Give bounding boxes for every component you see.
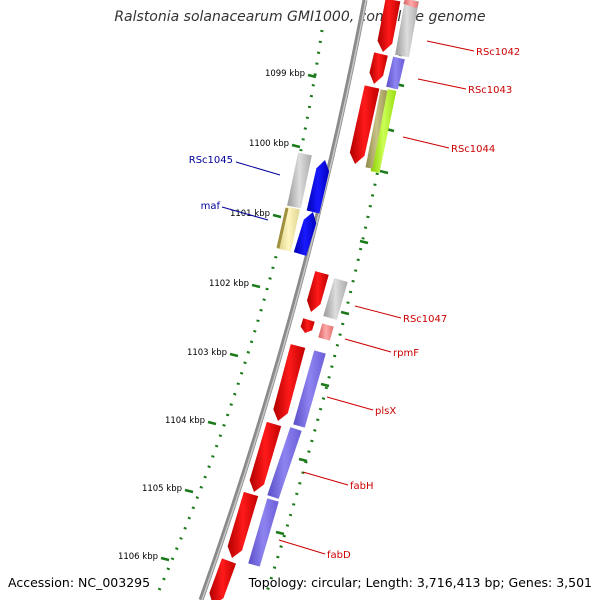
inner-tick-mark [275,530,285,536]
cog-box-rsc1045 [287,152,312,209]
tick-label-1099-kbp: 1099 kbp [265,69,305,79]
cog-box-maf [277,206,300,252]
gene-label-rsc1043[interactable]: RSc1043 [468,85,512,96]
tick-label-1100-kbp: 1100 kbp [249,139,289,149]
gene-fabh-arrow [249,421,282,492]
leader-line-plsx [326,396,374,411]
cog-box-plsx [293,350,326,428]
inner-dotted-arc [263,0,412,599]
tick-label-1102-kbp: 1102 kbp [209,279,249,289]
tick-label-1104-kbp: 1104 kbp [165,416,205,426]
gene-label-rsc1047[interactable]: RSc1047 [403,314,447,325]
tick-mark-1101-kbp [272,213,282,219]
inner-tick-mark [298,457,308,463]
gene-label-fabd[interactable]: fabD [327,550,351,561]
gene-features [209,0,419,600]
gene-label-rsc1042[interactable]: RSc1042 [476,47,520,58]
cog-box-rsc1042-top [403,0,419,9]
gene-rpmf-arrow [300,318,315,333]
genome-backbone-highlight [201,0,367,600]
tick-mark-1106-kbp [160,556,170,562]
cog-box-rsc1042 [395,0,419,58]
cog-box-maf-edge [276,207,289,249]
gene-label-maf[interactable]: maf [201,201,221,212]
tick-label-1105-kbp: 1105 kbp [142,484,182,494]
tick-label-1101-kbp: 1101 kbp [230,209,270,219]
leader-line-fabd [278,539,326,555]
tick-mark-1099-kbp [307,73,317,79]
tick-mark-1103-kbp [229,352,239,358]
label-leader-lines [221,40,475,555]
inner-tick-mark [359,239,369,245]
inner-tick-mark [379,169,389,175]
leader-line-rsc1044 [402,136,450,149]
gene-rsc1042-arrow [377,0,401,52]
cog-box-rpmf [318,323,334,341]
gene-rsc1043-arrow [369,52,388,84]
tick-mark-1105-kbp [184,488,194,494]
gene-rsc1047-arrow [306,271,329,312]
inner-tick-mark [320,382,330,388]
ruler-ticks: 1099 kbp 1100 kbp 1101 kbp 1102 kbp 1103 kbp… [118,24,414,562]
leader-line-rsc1043 [417,78,467,90]
genome-summary-text: Topology: circular; Length: 3,716,413 bp… [248,575,592,590]
dotted-reference-arcs [155,0,412,599]
gene-label-plsx[interactable]: plsX [375,406,396,417]
gene-label-rsc1045[interactable]: RSc1045 [189,155,233,166]
gene-label-fabh[interactable]: fabH [350,481,374,492]
cog-box-fabd [248,498,279,567]
inner-tick-mark [340,310,350,316]
gene-next-arrow [209,558,237,600]
gene-label-rsc1044[interactable]: RSc1044 [451,144,495,155]
leader-line-rpmf [344,338,392,353]
leader-line-maf [221,206,269,221]
gene-rsc1044-arrow [349,85,380,164]
cog-box-rsc1043 [386,56,405,90]
genome-backbone [198,0,368,600]
leader-line-rsc1042 [426,40,475,52]
tick-mark-1102-kbp [251,283,261,289]
cog-box-rsc1044-olive [365,89,388,169]
leader-line-rsc1045 [235,161,281,176]
tick-label-1103-kbp: 1103 kbp [187,348,227,358]
gene-fabd-arrow [227,491,259,558]
leader-line-fabh [302,471,349,486]
tick-mark-1104-kbp [207,420,217,426]
gene-labels: RSc1042 RSc1043 RSc1044 RSc1045 maf RSc1047 rp… [189,47,521,561]
cog-box-rsc1047 [323,278,348,320]
gene-plsx-arrow [273,344,306,421]
gene-rsc1045-arrow [306,160,330,214]
gene-maf-arrow [293,212,317,256]
cog-box-rsc1044-lime [370,89,397,173]
tick-mark-1100-kbp [291,143,301,149]
accession-text: Accession: NC_003295 [8,575,151,590]
leader-line-rsc1047 [354,305,402,319]
tick-label-1106-kbp: 1106 kbp [118,552,158,562]
cog-box-fabh [267,427,302,499]
gene-label-rpmf[interactable]: rpmF [393,348,419,359]
